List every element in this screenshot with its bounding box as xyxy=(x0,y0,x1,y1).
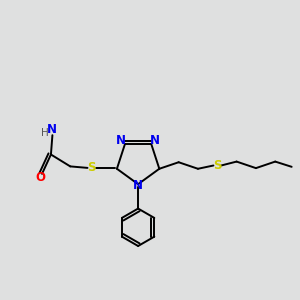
Text: N: N xyxy=(47,123,57,136)
Text: N: N xyxy=(150,134,161,147)
Text: N: N xyxy=(116,134,126,147)
Text: O: O xyxy=(36,171,46,184)
Text: N: N xyxy=(133,179,143,192)
Text: H: H xyxy=(41,128,49,138)
Text: S: S xyxy=(87,161,96,174)
Text: S: S xyxy=(213,159,221,172)
